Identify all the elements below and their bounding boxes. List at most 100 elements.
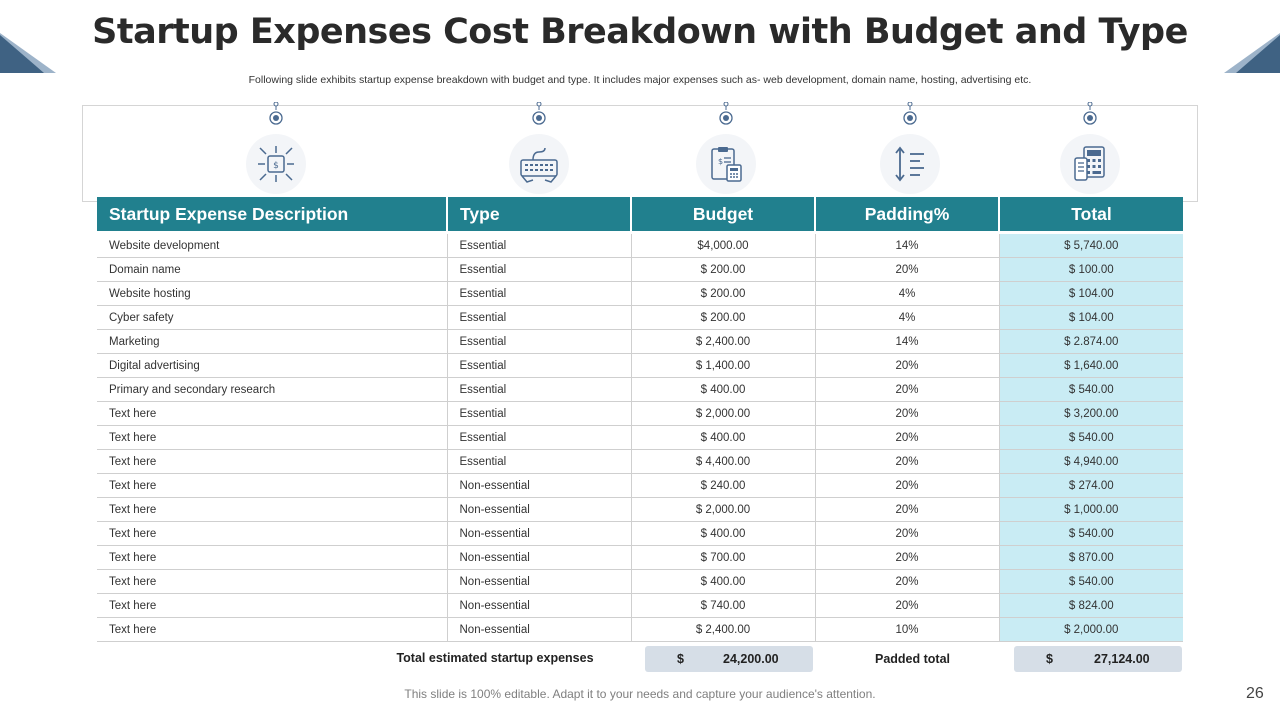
- table-row: Text here Non-essential $ 740.00 20% $ 824.0…: [97, 593, 1183, 618]
- table-body: Website development Essential $4,000.00 14%…: [97, 231, 1183, 642]
- web-development-icon: $: [246, 134, 306, 194]
- cell-total: $ 1,000.00: [999, 497, 1183, 522]
- cell-budget: $ 700.00: [631, 545, 816, 570]
- cell-padding: 20%: [815, 257, 1000, 282]
- icon-column-list: [875, 102, 945, 203]
- icon-column-web-development: $: [241, 102, 311, 203]
- cell-description: Text here: [97, 617, 448, 642]
- cell-padding: 10%: [815, 617, 1000, 642]
- cell-type: Non-essential: [447, 593, 632, 618]
- expense-table: Startup Expense Description Type Budget …: [97, 197, 1183, 642]
- table-row: Text here Non-essential $ 700.00 20% $ 870.0…: [97, 545, 1183, 570]
- icon-column-calculator: [1055, 102, 1125, 203]
- cell-type: Essential: [447, 305, 632, 330]
- cell-padding: 4%: [815, 305, 1000, 330]
- icon-strip: $: [82, 102, 1198, 203]
- table-row: Cyber safety Essential $ 200.00 4% $ 104.00: [97, 305, 1183, 330]
- cell-total: $ 104.00: [999, 305, 1183, 330]
- table-row: Domain name Essential $ 200.00 20% $ 100.00: [97, 257, 1183, 282]
- cell-budget: $ 400.00: [631, 425, 816, 450]
- cell-budget: $4,000.00: [631, 234, 816, 258]
- padded-total-amount: 27,124.00: [1094, 652, 1150, 666]
- cell-padding: 20%: [815, 497, 1000, 522]
- cell-total: $ 2.874.00: [999, 329, 1183, 354]
- cell-type: Essential: [447, 257, 632, 282]
- cell-padding: 20%: [815, 401, 1000, 426]
- page-subtitle: Following slide exhibits startup expense…: [248, 74, 1032, 86]
- cell-budget: $ 2,400.00: [631, 617, 816, 642]
- cell-total: $ 104.00: [999, 281, 1183, 306]
- table-row: Primary and secondary research Essential $…: [97, 377, 1183, 402]
- cell-type: Essential: [447, 449, 632, 474]
- pin-marker-icon: [719, 102, 733, 125]
- cell-total: $ 274.00: [999, 473, 1183, 498]
- table-row: Text here Essential $ 2,000.00 20% $ 3,200.0…: [97, 401, 1183, 426]
- cell-description: Text here: [97, 449, 448, 474]
- cell-budget: $ 2,400.00: [631, 329, 816, 354]
- cell-total: $ 540.00: [999, 425, 1183, 450]
- cell-description: Text here: [97, 473, 448, 498]
- svg-text:$: $: [273, 161, 279, 171]
- cell-padding: 20%: [815, 569, 1000, 594]
- table-row: Website development Essential $4,000.00 14%…: [97, 234, 1183, 258]
- cell-padding: 20%: [815, 545, 1000, 570]
- table-row: Website hosting Essential $ 200.00 4% $ 104.…: [97, 281, 1183, 306]
- cell-budget: $ 4,400.00: [631, 449, 816, 474]
- cell-padding: 20%: [815, 425, 1000, 450]
- cell-total: $ 100.00: [999, 257, 1183, 282]
- cell-description: Text here: [97, 593, 448, 618]
- page-title: Startup Expenses Cost Breakdown with Bud…: [92, 12, 1188, 52]
- header-description: Startup Expense Description: [97, 197, 448, 231]
- cell-padding: 20%: [815, 353, 1000, 378]
- cell-type: Non-essential: [447, 473, 632, 498]
- table-row: Text here Essential $ 4,400.00 20% $ 4,940.0…: [97, 449, 1183, 474]
- cell-description: Text here: [97, 401, 448, 426]
- keyboard-icon: [509, 134, 569, 194]
- cell-budget: $ 1,400.00: [631, 353, 816, 378]
- table-row: Text here Non-essential $ 2,400.00 10% $ 2,0…: [97, 617, 1183, 642]
- cell-padding: 20%: [815, 473, 1000, 498]
- corner-decoration-left: [0, 33, 56, 73]
- cell-type: Non-essential: [447, 521, 632, 546]
- cell-budget: $ 200.00: [631, 305, 816, 330]
- cell-description: Cyber safety: [97, 305, 448, 330]
- cell-total: $ 4,940.00: [999, 449, 1183, 474]
- cell-budget: $ 740.00: [631, 593, 816, 618]
- cell-description: Primary and secondary research: [97, 377, 448, 402]
- cell-total: $ 870.00: [999, 545, 1183, 570]
- cell-padding: 20%: [815, 449, 1000, 474]
- cell-total: $ 540.00: [999, 521, 1183, 546]
- cell-total: $ 2,000.00: [999, 617, 1183, 642]
- footer-note: This slide is 100% editable. Adapt it to…: [404, 687, 876, 701]
- cell-budget: $ 240.00: [631, 473, 816, 498]
- cell-budget: $ 2,000.00: [631, 401, 816, 426]
- cell-budget: $ 200.00: [631, 281, 816, 306]
- cell-type: Essential: [447, 281, 632, 306]
- cell-type: Non-essential: [447, 617, 632, 642]
- cell-padding: 20%: [815, 377, 1000, 402]
- cell-total: $ 540.00: [999, 569, 1183, 594]
- header-type: Type: [447, 197, 632, 231]
- pin-marker-icon: [1083, 102, 1097, 125]
- calculator-phone-icon: [1060, 134, 1120, 194]
- cell-total: $ 5,740.00: [999, 234, 1183, 258]
- budget-total-box: $ 24,200.00: [645, 646, 813, 672]
- corner-decoration-right: [1224, 33, 1280, 73]
- cell-type: Non-essential: [447, 497, 632, 522]
- svg-text:$: $: [718, 157, 723, 166]
- cell-type: Non-essential: [447, 569, 632, 594]
- table-row: Text here Non-essential $ 2,000.00 20% $ 1,0…: [97, 497, 1183, 522]
- cell-description: Text here: [97, 545, 448, 570]
- padded-total-label: Padded total: [874, 652, 950, 666]
- cell-description: Website hosting: [97, 281, 448, 306]
- table-row: Marketing Essential $ 2,400.00 14% $ 2.874.0…: [97, 329, 1183, 354]
- cell-total: $ 540.00: [999, 377, 1183, 402]
- pin-marker-icon: [269, 102, 283, 125]
- cell-description: Text here: [97, 569, 448, 594]
- cell-type: Essential: [447, 425, 632, 450]
- cell-budget: $ 400.00: [631, 377, 816, 402]
- pin-marker-icon: [532, 102, 546, 125]
- padded-total-box: $ 27,124.00: [1014, 646, 1182, 672]
- total-estimated-label: Total estimated startup expenses: [396, 651, 594, 665]
- cell-type: Essential: [447, 329, 632, 354]
